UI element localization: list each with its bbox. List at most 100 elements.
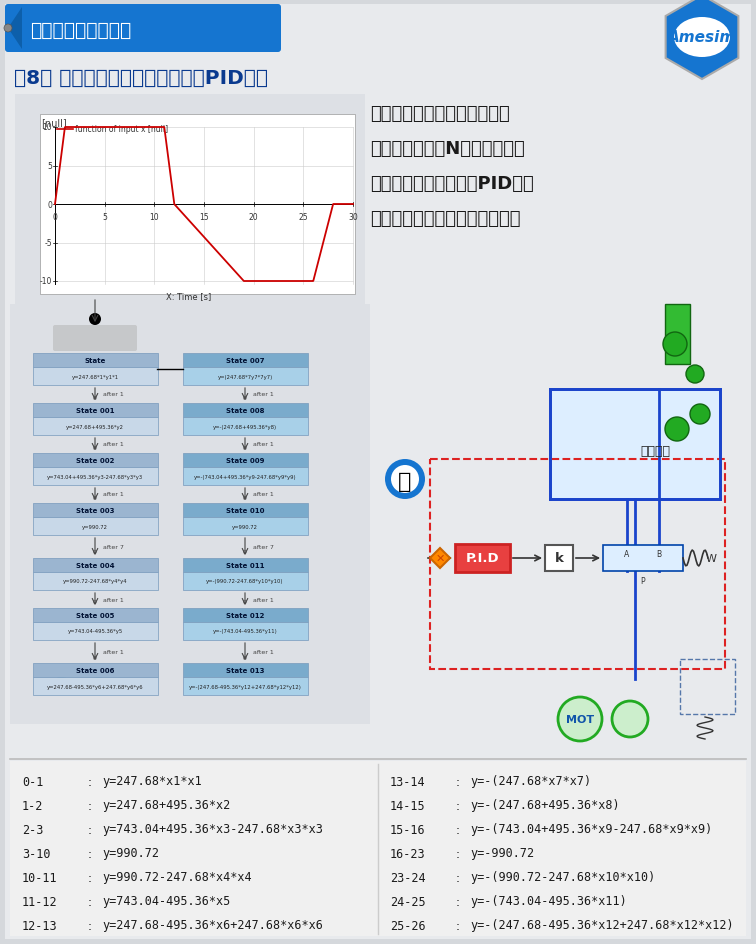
FancyBboxPatch shape [33,467,157,485]
Text: y=743.04-495.36*y5: y=743.04-495.36*y5 [67,629,122,633]
Text: State 010: State 010 [226,508,265,514]
Text: 12-13: 12-13 [22,919,57,932]
Text: y=743.04+495.36*y3-247.68*y3*y3: y=743.04+495.36*y3-247.68*y3*y3 [47,474,143,479]
Text: 14-15: 14-15 [390,799,426,812]
Text: y=247.68+495.36*x2: y=247.68+495.36*x2 [102,799,231,812]
Text: 0: 0 [243,396,247,400]
Text: 0: 0 [53,212,57,222]
FancyBboxPatch shape [182,354,308,367]
FancyBboxPatch shape [182,404,308,417]
Text: after 1: after 1 [103,392,124,397]
FancyBboxPatch shape [33,354,157,367]
Text: :: : [456,799,460,812]
Text: 0: 0 [93,396,97,400]
Text: P.I.D: P.I.D [466,552,499,565]
Text: Amesim: Amesim [668,30,736,45]
Circle shape [686,365,704,383]
Text: :: : [456,870,460,884]
Text: y=-(743.04-495.36*y11): y=-(743.04-495.36*y11) [212,629,277,633]
Text: 30: 30 [348,212,358,222]
Text: -5: -5 [45,239,52,247]
FancyBboxPatch shape [182,453,308,467]
Text: :: : [88,822,92,835]
Text: State 004: State 004 [76,563,114,568]
Text: y=-990.72: y=-990.72 [470,847,534,860]
Text: after 1: after 1 [253,492,274,497]
FancyBboxPatch shape [182,664,308,677]
Text: 函数表达式随时间变化而变，: 函数表达式随时间变化而变， [370,105,510,123]
Bar [665,305,690,364]
Text: 💧: 💧 [398,471,412,492]
Bar [545,546,573,571]
Text: 10: 10 [42,124,52,132]
FancyBboxPatch shape [33,517,157,535]
FancyBboxPatch shape [33,572,157,590]
Text: :: : [88,775,92,787]
Text: 11-12: 11-12 [22,895,57,907]
Text: y=-(743.04+495.36*x9-247.68*x9*x9): y=-(743.04+495.36*x9-247.68*x9*x9) [470,822,712,835]
Ellipse shape [674,18,730,58]
FancyBboxPatch shape [33,664,157,677]
Text: after 1: after 1 [253,392,274,397]
Text: :: : [456,847,460,860]
Text: [null]: [null] [41,118,67,127]
FancyBboxPatch shape [33,453,157,467]
Circle shape [612,701,648,737]
Text: :: : [88,919,92,932]
Text: y=-(247.68+495.36*x8): y=-(247.68+495.36*x8) [470,799,620,812]
Text: X: Time [s]: X: Time [s] [166,292,212,301]
FancyBboxPatch shape [182,417,308,435]
Text: A: A [624,549,630,559]
Bar [15,95,365,314]
Text: 0: 0 [243,550,247,555]
Bar [550,390,720,499]
Text: 第8讲 状态图分段函数和液压系统PID控制: 第8讲 状态图分段函数和液压系统PID控制 [14,68,268,88]
Text: y=990.72: y=990.72 [82,524,108,529]
Bar [40,115,355,295]
Text: :: : [456,775,460,787]
Circle shape [89,313,101,326]
Text: 0: 0 [243,655,247,660]
Circle shape [690,405,710,425]
FancyBboxPatch shape [182,367,308,385]
Circle shape [558,698,602,741]
Text: y=-(247.68-495.36*x12+247.68*x12*x12): y=-(247.68-495.36*x12+247.68*x12*x12) [470,919,733,932]
Bar [10,761,746,936]
Text: 5: 5 [102,212,107,222]
Text: 课程内容介绍与截图: 课程内容介绍与截图 [30,21,132,40]
Text: y=-(247.68-495.36*y12+247.68*y12*y12): y=-(247.68-495.36*y12+247.68*y12*y12) [188,683,302,689]
FancyBboxPatch shape [182,572,308,590]
Text: y=247.68*x1*x1: y=247.68*x1*x1 [102,775,202,787]
FancyBboxPatch shape [5,5,281,53]
FancyBboxPatch shape [33,677,157,696]
Circle shape [385,460,425,499]
Text: :: : [456,919,460,932]
Text: 0: 0 [93,495,97,500]
Text: 2-3: 2-3 [22,822,43,835]
FancyBboxPatch shape [182,467,308,485]
Text: y=743.04-495.36*x5: y=743.04-495.36*x5 [102,895,231,907]
Text: 一条曲线可以是N个函数组合起: 一条曲线可以是N个函数组合起 [370,140,525,158]
Text: :: : [456,822,460,835]
Text: :: : [456,895,460,907]
Text: after 1: after 1 [103,597,124,602]
Text: y=990.72-247.68*y4*y4: y=990.72-247.68*y4*y4 [63,579,127,584]
Text: 23-24: 23-24 [390,870,426,884]
Text: y=-(247.68+495.36*y8): y=-(247.68+495.36*y8) [213,424,277,429]
Text: y=-(990.72-247.68*y10*y10): y=-(990.72-247.68*y10*y10) [206,579,284,584]
Text: 0: 0 [47,200,52,210]
Text: after 1: after 1 [103,442,124,447]
Text: 5: 5 [47,161,52,171]
Text: ✕: ✕ [435,553,445,564]
Circle shape [665,417,689,442]
Text: 16-23: 16-23 [390,847,426,860]
Text: after 1: after 1 [253,442,274,447]
Text: State 011: State 011 [226,563,265,568]
Text: y=247.68*1*y1*1: y=247.68*1*y1*1 [71,374,119,379]
FancyBboxPatch shape [182,622,308,640]
Text: B: B [656,549,662,559]
Text: State: State [85,358,106,363]
FancyBboxPatch shape [33,367,157,385]
Text: y=247.68-495.36*x6+247.68*x6*x6: y=247.68-495.36*x6+247.68*x6*x6 [102,919,323,932]
FancyBboxPatch shape [33,503,157,517]
